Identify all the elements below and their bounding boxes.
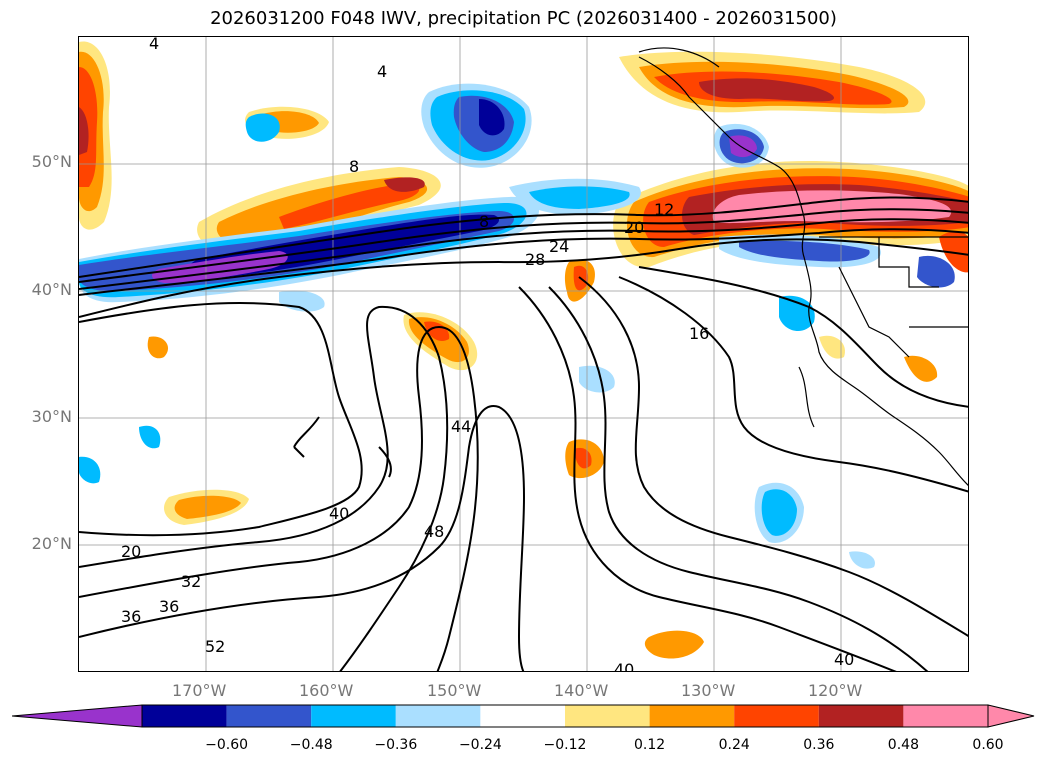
contour-label-20b: 20 (121, 542, 141, 561)
contour-label-40b: 40 (614, 660, 634, 672)
colorbar-segment-3 (311, 705, 396, 727)
colorbar-tick-label: 0.24 (718, 737, 750, 753)
contour-label-32: 32 (181, 572, 201, 591)
colorbar-segment-2 (226, 705, 312, 727)
contour-label-8a: 8 (349, 157, 359, 176)
lat-label-40n: 40°N (31, 280, 72, 299)
colorbar-outline (141, 704, 989, 728)
lat-label-50n: 50°N (31, 152, 72, 171)
contour-label-20a: 20 (624, 218, 644, 237)
colorbar-segment-1 (142, 705, 227, 727)
contour-label-36a: 36 (159, 597, 179, 616)
colorbar-segment-4 (395, 705, 481, 727)
contour-label-8b: 8 (479, 212, 489, 231)
contour-label-48: 48 (424, 522, 444, 541)
contour-label-28: 28 (525, 250, 545, 269)
contour-label-44: 44 (451, 417, 471, 436)
chart-title: 2026031200 F048 IWV, precipitation PC (2… (210, 8, 837, 29)
contour-label-40a: 40 (329, 504, 349, 523)
colorbar-segments (11, 704, 1035, 728)
colorbar-segment-9 (818, 705, 904, 727)
colorbar-tick-label: 0.36 (803, 737, 835, 753)
contour-label-36b: 36 (121, 607, 141, 626)
colorbar-segment-8 (734, 705, 819, 727)
colorbar-extend-low (11, 704, 143, 728)
colorbar-tick-label: 0.60 (972, 737, 1004, 753)
contour-label-52: 52 (205, 637, 225, 656)
contour-label-12: 12 (654, 200, 674, 219)
contour-label-4b: 4 (377, 62, 387, 81)
contour-labels: 4 4 8 8 12 16 20 20 24 28 32 36 36 40 40… (121, 37, 854, 672)
colorbar-segment-7 (649, 705, 735, 727)
lat-label-20n: 20°N (31, 534, 72, 553)
colorbar (11, 703, 1037, 735)
colorbar-tick-label: −0.48 (289, 737, 333, 753)
colorbar-tick-label: −0.36 (374, 737, 418, 753)
lon-label-140w: 140°W (554, 681, 609, 700)
contour-label-24: 24 (549, 237, 569, 256)
colorbar-tick-label: −0.12 (543, 737, 587, 753)
colorbar-tick-label: −0.24 (458, 737, 502, 753)
coastlines (638, 47, 968, 486)
contour-label-16: 16 (689, 324, 709, 343)
colorbar-segment-5 (480, 705, 565, 727)
colorbar-segment-6 (565, 705, 650, 727)
colorbar-tick-label: 0.48 (887, 737, 919, 753)
contour-label-40c: 40 (834, 650, 854, 669)
lon-label-170w: 170°W (172, 681, 227, 700)
lon-label-150w: 150°W (427, 681, 482, 700)
lat-label-30n: 30°N (31, 407, 72, 426)
contour-label-4a: 4 (149, 37, 159, 53)
map-panel: 4 4 8 8 12 16 20 20 24 28 32 36 36 40 40… (78, 36, 969, 672)
graticule (79, 37, 968, 671)
colorbar-tick-label: 0.12 (634, 737, 666, 753)
colorbar-extend-high (987, 704, 1035, 728)
colorbar-segment-10 (903, 705, 988, 727)
lon-label-160w: 160°W (299, 681, 354, 700)
colorbar-tick-label: −0.60 (205, 737, 249, 753)
lon-label-130w: 130°W (681, 681, 736, 700)
iwv-contours (79, 196, 968, 671)
lon-label-120w: 120°W (808, 681, 863, 700)
